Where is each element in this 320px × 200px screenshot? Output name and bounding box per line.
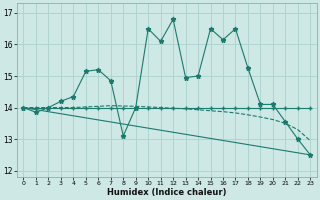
X-axis label: Humidex (Indice chaleur): Humidex (Indice chaleur) bbox=[107, 188, 227, 197]
